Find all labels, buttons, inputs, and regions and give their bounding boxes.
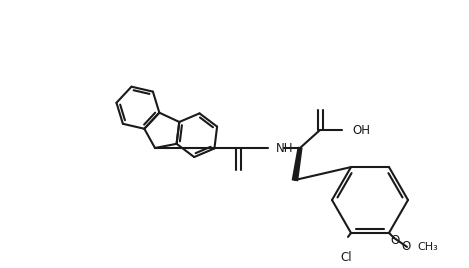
Text: OH: OH [352,124,370,136]
Text: Cl: Cl [340,251,352,264]
Text: CH₃: CH₃ [417,242,438,252]
Text: O: O [401,240,410,254]
Text: O: O [390,234,400,247]
Text: NH: NH [276,142,294,154]
